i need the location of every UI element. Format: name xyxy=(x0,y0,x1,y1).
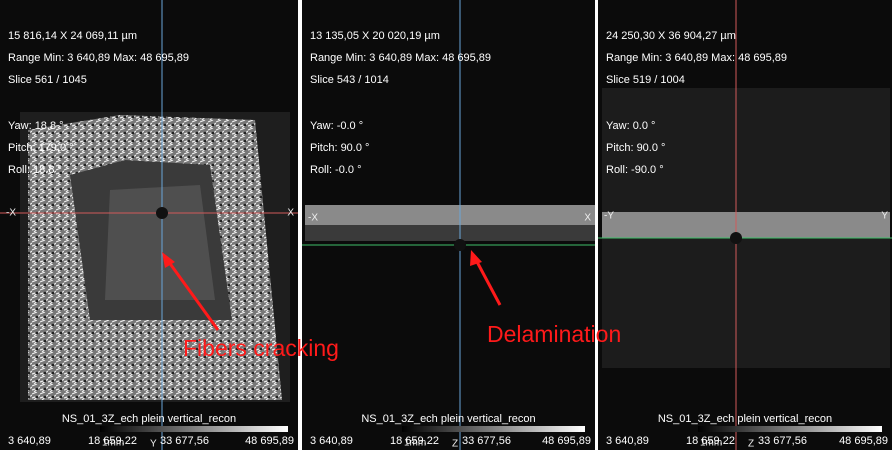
colorbar-label: 18 659,22 xyxy=(686,435,735,447)
info-text: 13 135,05 X 20 020,19 µm xyxy=(310,30,440,42)
axis-label: -X xyxy=(6,208,16,219)
file-name: NS_01_3Z_ech plein vertical_recon xyxy=(361,413,535,425)
info-text: 24 250,30 X 36 904,27 µm xyxy=(606,30,736,42)
info-text: Yaw: 0.0 ° xyxy=(606,120,655,132)
colorbar xyxy=(402,426,585,432)
axis-label: Z xyxy=(452,439,458,450)
axis-label: X xyxy=(287,208,294,219)
file-name: NS_01_3Z_ech plein vertical_recon xyxy=(62,413,236,425)
axis-label: Y xyxy=(881,211,888,222)
colorbar-label: 33 677,56 xyxy=(160,435,209,447)
axis-label: -Y xyxy=(604,211,614,222)
annotation: Delamination xyxy=(487,321,621,347)
file-name: NS_01_3Z_ech plein vertical_recon xyxy=(658,413,832,425)
colorbar-label: 3 640,89 xyxy=(606,435,649,447)
axis-label: -X xyxy=(308,213,318,224)
info-text: Range Min: 3 640,89 Max: 48 695,89 xyxy=(8,52,189,64)
info-text: Slice 543 / 1014 xyxy=(310,74,389,86)
colorbar-label: 3 640,89 xyxy=(310,435,353,447)
info-text: Yaw: 18.8 ° xyxy=(8,120,64,132)
colorbar-label: 3 640,89 xyxy=(8,435,51,447)
viewer: Fibers cracking Delamination 15 816,14 X… xyxy=(0,0,892,450)
colorbar xyxy=(698,426,882,432)
info-text: Range Min: 3 640,89 Max: 48 695,89 xyxy=(310,52,491,64)
info-text: Roll: -0.0 ° xyxy=(310,164,361,176)
colorbar-label: 33 677,56 xyxy=(758,435,807,447)
sample-layer xyxy=(305,225,595,241)
crosshair-center xyxy=(730,232,742,244)
axis-label: Z xyxy=(748,439,754,450)
colorbar-label: 33 677,56 xyxy=(462,435,511,447)
axis-label: Y xyxy=(150,439,157,450)
colorbar-label: 18 659,22 xyxy=(88,435,137,447)
axis-label: X xyxy=(584,213,591,224)
crosshair-center xyxy=(156,207,168,219)
colorbar xyxy=(100,426,288,432)
info-text: 15 816,14 X 24 069,11 µm xyxy=(8,30,137,42)
info-text: Slice 519 / 1004 xyxy=(606,74,685,86)
info-text: Pitch: 90.0 ° xyxy=(310,142,369,154)
colorbar-label: 18 659,22 xyxy=(390,435,439,447)
info-text: Pitch: 179.0 ° xyxy=(8,142,74,154)
colorbar-label: 48 695,89 xyxy=(839,435,888,447)
annotation: Fibers cracking xyxy=(183,335,339,361)
info-text: Range Min: 3 640,89 Max: 48 695,89 xyxy=(606,52,787,64)
info-text: Roll: 18.8 ° xyxy=(8,164,62,176)
sample-slab xyxy=(602,212,890,238)
colorbar-label: 48 695,89 xyxy=(542,435,591,447)
info-text: Yaw: -0.0 ° xyxy=(310,120,363,132)
info-text: Pitch: 90.0 ° xyxy=(606,142,665,154)
colorbar-label: 48 695,89 xyxy=(245,435,294,447)
crosshair-center xyxy=(454,239,466,251)
info-text: Roll: -90.0 ° xyxy=(606,164,664,176)
sample-core xyxy=(105,185,215,300)
info-text: Slice 561 / 1045 xyxy=(8,74,87,86)
